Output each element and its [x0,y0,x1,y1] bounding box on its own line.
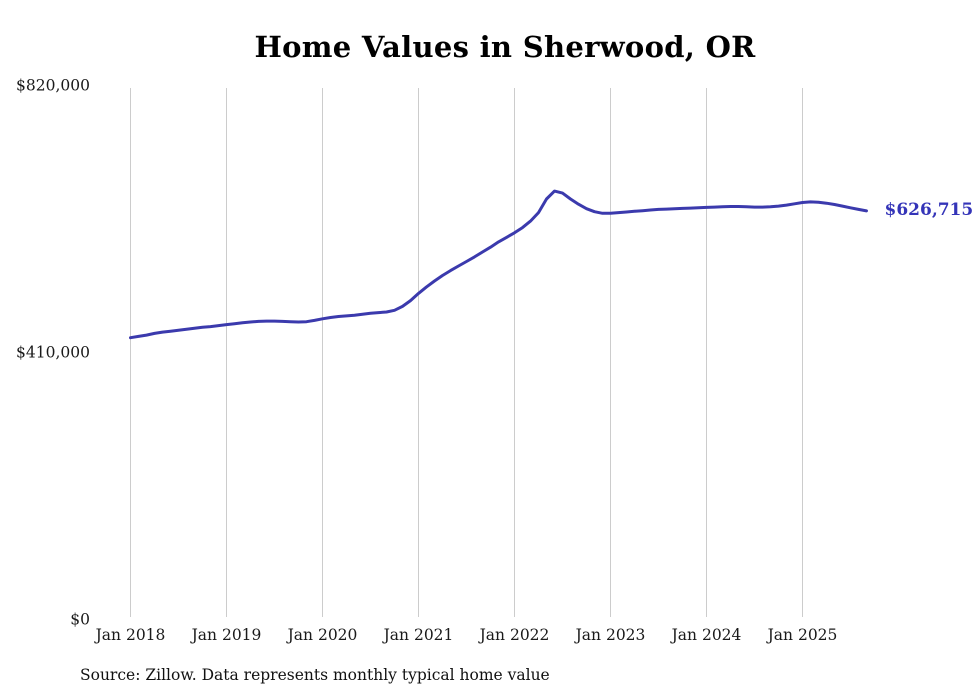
x-tick-label: Jan 2023 [574,626,646,644]
y-tick-label: $820,000 [16,77,90,95]
y-tick-label: $410,000 [16,344,90,362]
x-tick-label: Jan 2025 [766,626,838,644]
y-tick-label: $0 [70,611,90,629]
latest-value-label: $626,715 [884,199,974,220]
chart-title: Home Values in Sherwood, OR [254,30,756,64]
x-tick-label: Jan 2019 [190,626,262,644]
x-tick-label: Jan 2018 [94,626,166,644]
x-tick-label: Jan 2022 [478,626,550,644]
x-tick-label: Jan 2020 [286,626,358,644]
home-value-line [129,189,868,340]
source-note: Source: Zillow. Data represents monthly … [80,666,550,684]
x-tick-label: Jan 2024 [670,626,742,644]
x-tick-label: Jan 2021 [382,626,454,644]
